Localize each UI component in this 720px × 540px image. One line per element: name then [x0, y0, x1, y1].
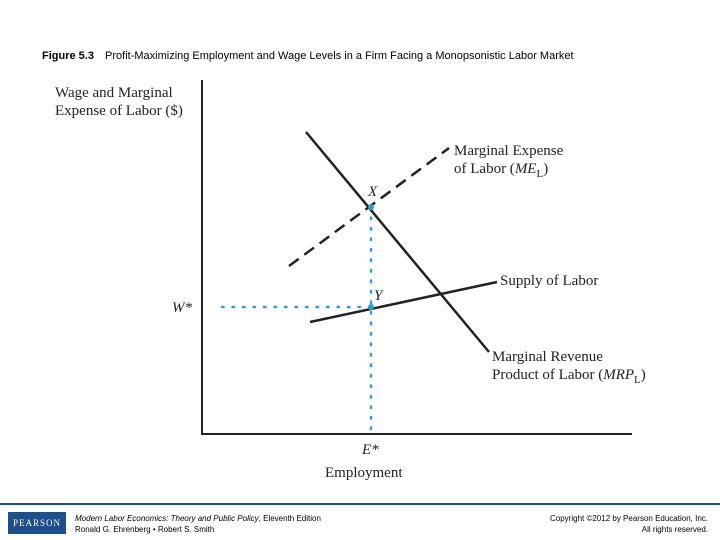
mrp-label-subscript: L: [634, 374, 641, 386]
x-axis-label: Employment: [325, 465, 403, 481]
footer-rule: [0, 503, 720, 505]
copyright-notice: Copyright ©2012 by Pearson Education, In…: [550, 513, 708, 535]
y-axis-label-line2: Expense of Labor ($): [55, 103, 183, 119]
mrp-label-symbol: MRP: [602, 367, 634, 383]
me-label-subscript: L: [536, 168, 543, 180]
figure-caption: Figure 5.3 Profit-Maximizing Employment …: [42, 50, 574, 62]
book-title: Modern Labor Economics: Theory and Publi…: [75, 514, 259, 523]
point-y-label: Y: [374, 288, 384, 304]
me-label-symbol: ME: [514, 161, 537, 177]
supply-label: Supply of Labor: [500, 273, 598, 289]
supply-curve: [309, 280, 498, 324]
copyright-line1: Copyright ©2012 by Pearson Education, In…: [550, 514, 708, 523]
me-label-prefix: of Labor (: [454, 161, 515, 177]
point-x-marker: [368, 204, 374, 210]
pearson-logo: PEARSON: [8, 512, 66, 534]
book-authors: Ronald G. Ehrenberg • Robert S. Smith: [75, 525, 215, 534]
me-label-suffix: ): [543, 161, 548, 177]
me-label-line1: Marginal Expense: [454, 143, 564, 159]
mrp-label-prefix: Product of Labor (: [492, 367, 603, 383]
point-x-label: X: [367, 184, 378, 200]
mrp-label-suffix: ): [641, 367, 646, 383]
copyright-line2: All rights reserved.: [641, 525, 708, 534]
mrp-label-line1: Marginal Revenue: [492, 349, 603, 365]
book-edition: , Eleventh Edition: [258, 514, 321, 523]
mrp-curve: [305, 131, 490, 353]
book-title-line: Modern Labor Economics: Theory and Publi…: [75, 513, 321, 524]
figure-number: Figure 5.3: [42, 50, 94, 62]
me-label-line2: of Labor (MEL): [454, 161, 548, 180]
employment-label: E*: [361, 442, 379, 458]
monopsony-diagram: Wage and Marginal Expense of Labor ($) M…: [55, 80, 646, 481]
y-axis-label-line1: Wage and Marginal: [55, 85, 173, 101]
wage-label: W*: [172, 300, 192, 316]
figure-title: Profit-Maximizing Employment and Wage Le…: [105, 50, 574, 62]
book-citation: Modern Labor Economics: Theory and Publi…: [75, 513, 321, 535]
mrp-label-line2: Product of Labor (MRPL): [492, 367, 646, 386]
point-y-marker: [368, 304, 374, 310]
